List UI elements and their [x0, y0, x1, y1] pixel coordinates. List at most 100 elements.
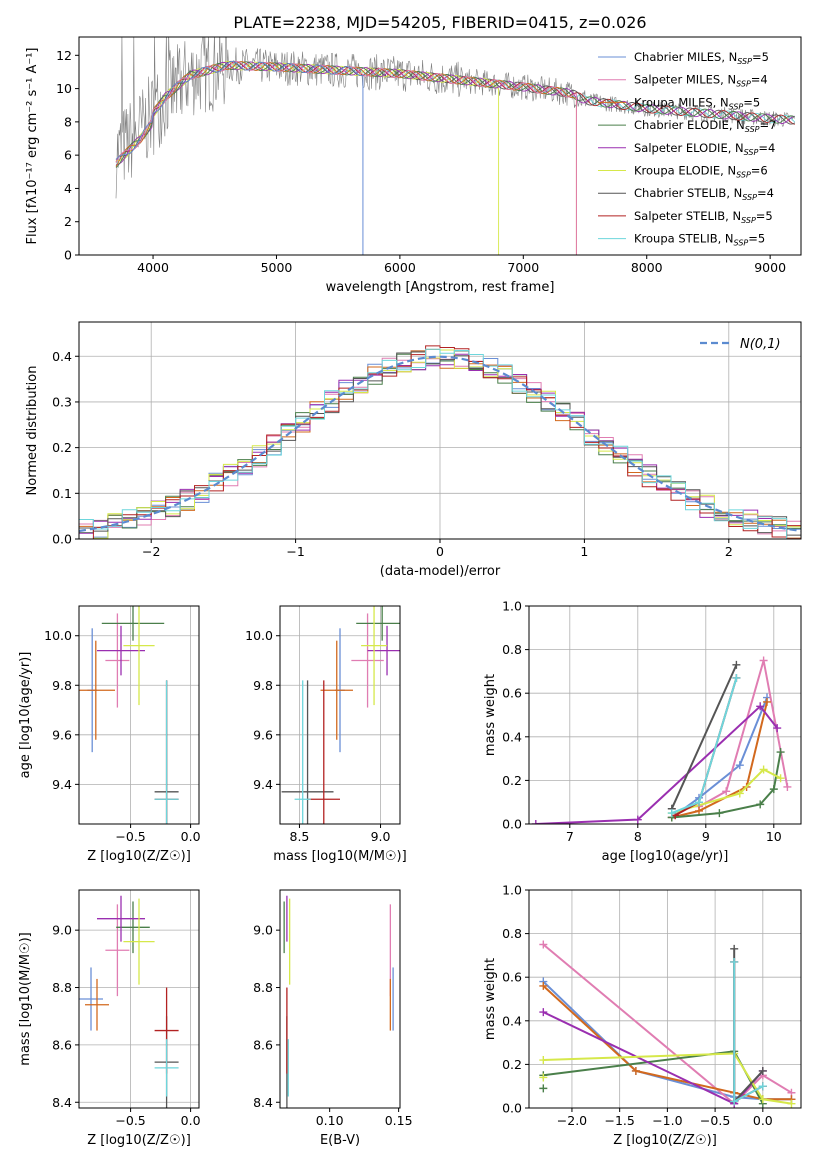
weight-marker: [539, 940, 548, 949]
frame-residuals: −2 −1 0 1 2 0.0 0.1 0.2 0.3 0.4 (data-model)/error…: [25, 321, 802, 579]
y-axis-label: mass [log10(M/M☉)]: [18, 932, 33, 1065]
x-tick-label: 0.0: [181, 1113, 201, 1128]
x-axis-label: Z [log10(Z/Z☉)]: [613, 1133, 717, 1148]
y-tick-label: 0.4: [502, 1013, 522, 1028]
y-tick-label: 9.8: [253, 678, 273, 693]
y-tick-label: 0.8: [502, 926, 522, 941]
plot-area-residuals: [79, 345, 801, 539]
y-tick-label: 9.6: [52, 727, 72, 742]
axes-mass_vs_ebv: 0.10 0.15 8.4 8.6 8.8 9.0 E(B-V): [253, 889, 413, 1148]
axes-mass_vs_Z: −0.5 0.0 8.4 8.6 8.8 9.0 Z [log10(Z/Z☉)] mass […: [18, 889, 201, 1148]
weight-marker: [759, 656, 768, 665]
x-tick-label: −0.5: [115, 829, 145, 844]
weight-marker: [539, 1008, 548, 1017]
x-tick-label: −1.5: [604, 1113, 634, 1128]
x-tick-label: 9000: [754, 260, 786, 275]
plot-area-spectrum: [115, 37, 796, 255]
plot-area-weight_vs_Z: [539, 940, 796, 1108]
weight-marker: [787, 1099, 796, 1108]
weight-marker: [531, 820, 540, 824]
frame-spectrum: 4000 5000 6000 7000 8000 9000 0 2 4 6 8 10 12 wavelen…: [25, 36, 802, 295]
weight-marker: [759, 765, 768, 774]
y-tick-label: 0.6: [502, 686, 522, 701]
weight-marker: [756, 800, 765, 809]
x-axis-label: Z [log10(Z/Z☉)]: [87, 849, 191, 864]
y-tick-label: 8.8: [52, 980, 72, 995]
weight-marker: [539, 1084, 548, 1093]
legend-label: Kroupa MILES, NSSP=5: [634, 95, 760, 111]
y-tick-label: 0.0: [52, 532, 72, 547]
axes-age_vs_Z: −0.5 0.0 9.4 9.6 9.8 10.0 Z [log10(Z/Z☉)] age […: [18, 605, 201, 864]
axes-weight_vs_Z: −2.0 −1.5 −1.0 −0.5 0.0 0.0 0.2 0.4 0.6 0.8 1.0 Z […: [483, 883, 802, 1148]
axes-weight_vs_age: 7 8 9 10 0.0 0.2 0.4 0.6 0.8 1.0 age [log10(age/yr…: [483, 599, 802, 864]
y-tick-label: 0.0: [502, 817, 522, 832]
plots-layer: 4000 5000 6000 7000 8000 9000024681012wavelen…: [18, 36, 802, 1148]
y-tick-label: 0.3: [52, 394, 72, 409]
model-spectrum-line: [115, 61, 795, 166]
legend-label: Kroupa STELIB, NSSP=5: [634, 232, 765, 248]
weight-marker: [730, 957, 739, 966]
y-tick-label: 9.6: [253, 727, 273, 742]
x-tick-label: 8: [634, 829, 642, 844]
frame-age_vs_Z: −0.5 0.0 9.4 9.6 9.8 10.0 Z [log10(Z/Z☉)] age […: [18, 605, 201, 864]
y-tick-label: 10: [56, 81, 72, 96]
frame-mass_vs_Z: −0.5 0.0 8.4 8.6 8.8 9.0 Z [log10(Z/Z☉)] mass […: [18, 889, 201, 1148]
legend-label: Kroupa ELODIE, NSSP=6: [634, 164, 768, 180]
x-tick-label: 5000: [261, 260, 293, 275]
y-tick-label: 0.4: [52, 349, 72, 364]
histogram-step: [79, 345, 801, 539]
data-spectrum-line: [115, 37, 795, 199]
model-spectrum-line: [115, 61, 577, 255]
legend-label: Salpeter MILES, NSSP=4: [634, 73, 768, 89]
y-tick-label: 10.0: [245, 628, 273, 643]
x-tick-label: 6000: [384, 260, 416, 275]
weight-series-line: [542, 1011, 764, 1105]
x-tick-label: 4000: [137, 260, 169, 275]
legend-label: Chabrier MILES, NSSP=5: [634, 50, 769, 66]
y-tick-label: 0.2: [502, 773, 522, 788]
y-tick-label: 12: [56, 48, 72, 63]
y-axis-label: Normed distribution: [25, 366, 40, 496]
y-tick-label: 0.6: [502, 970, 522, 985]
plot-area-age_vs_mass: [281, 606, 400, 824]
weight-series-line: [543, 1052, 792, 1105]
x-tick-label: −2.0: [557, 1113, 587, 1128]
x-axis-label: wavelength [Angstrom, rest frame]: [326, 280, 555, 295]
weight-marker: [735, 789, 744, 798]
weight-marker: [735, 761, 744, 770]
plot-area-mass_vs_ebv: [283, 895, 394, 1108]
x-tick-label: 0.0: [753, 1113, 773, 1128]
weight-marker: [730, 1097, 739, 1106]
weight-marker: [732, 660, 741, 669]
legend-label: Chabrier ELODIE, NSSP=7: [634, 118, 776, 134]
y-tick-label: 8.4: [253, 1095, 273, 1110]
weight-marker: [732, 673, 741, 682]
axes-frame: [78, 605, 200, 825]
weight-series-line: [698, 660, 789, 808]
weight-marker: [695, 798, 703, 807]
weight-series-line: [670, 664, 738, 810]
weight-marker: [539, 1056, 548, 1065]
x-axis-label: Z [log10(Z/Z☉)]: [87, 1133, 191, 1148]
weight-marker: [758, 1095, 767, 1104]
x-tick-label: −1.0: [652, 1113, 682, 1128]
y-axis-label: Flux [fλ10⁻¹⁷ erg cm⁻² s⁻¹ A⁻¹]: [25, 48, 40, 245]
weight-marker: [730, 944, 739, 953]
plot-area-mass_vs_Z: [79, 895, 179, 1108]
frame-mass_vs_ebv: 0.10 0.15 8.4 8.6 8.8 9.0 E(B-V): [253, 889, 413, 1148]
y-tick-label: 8.8: [253, 980, 273, 995]
weight-marker: [776, 774, 785, 783]
y-axis-label: mass weight: [483, 674, 498, 756]
x-axis-label: (data-model)/error: [380, 564, 501, 579]
axes-residuals: −2 −1 0 1 2 0.0 0.1 0.2 0.3 0.4 (data-model)/error…: [25, 321, 802, 579]
y-tick-label: 0.8: [502, 642, 522, 657]
axes-frame: [279, 889, 401, 1109]
axes-frame: [78, 36, 802, 256]
y-tick-label: 4: [64, 181, 72, 196]
y-tick-label: 10.0: [44, 628, 72, 643]
y-tick-label: 6: [64, 148, 72, 163]
y-axis-label: mass weight: [483, 958, 498, 1040]
legend-label: Salpeter ELODIE, NSSP=4: [634, 141, 775, 157]
figure-title: PLATE=2238, MJD=54205, FIBERID=0415, z=0…: [233, 13, 646, 32]
x-axis-label: E(B-V): [320, 1133, 360, 1148]
